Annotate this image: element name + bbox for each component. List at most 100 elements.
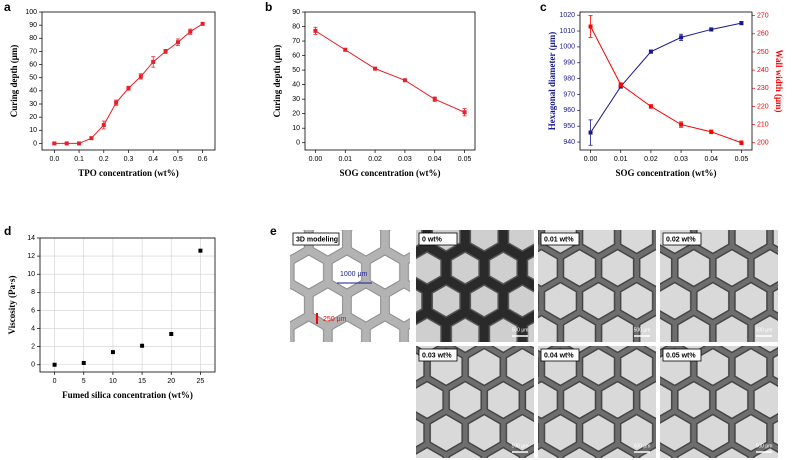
data-point <box>343 47 348 52</box>
micrograph <box>416 230 534 342</box>
data-point <box>679 122 684 127</box>
x-tick-label: 0.03 <box>674 156 688 163</box>
plot-frame <box>41 11 216 151</box>
y2-tick-label: 220 <box>757 103 769 110</box>
x-axis-label: TPO concentration (wt%) <box>78 168 178 178</box>
y-tick-label: 70 <box>292 38 300 45</box>
data-point <box>648 104 653 109</box>
data-point <box>188 29 193 34</box>
y-tick-label: 20 <box>292 111 300 118</box>
y-tick-label: 1010 <box>559 28 575 35</box>
data-point <box>151 59 156 64</box>
y-tick-label: 980 <box>563 75 575 82</box>
x-tick-label: 0.00 <box>309 156 323 163</box>
label-box <box>540 348 580 362</box>
y-tick-label: 40 <box>29 88 37 95</box>
y-tick-label: 30 <box>292 96 300 103</box>
data-point <box>175 40 180 45</box>
data-point <box>81 360 86 365</box>
data-point <box>739 140 744 145</box>
y2-tick-label: 210 <box>757 121 769 128</box>
y-tick-label: 90 <box>29 22 37 29</box>
y-tick-label: 10 <box>292 125 300 132</box>
image-label: 0 wt% <box>422 236 443 243</box>
y-tick-label: 60 <box>292 52 300 59</box>
y2-tick-label: 230 <box>757 85 769 92</box>
y-tick-label: 2 <box>31 343 35 350</box>
data-point <box>709 27 714 32</box>
x-tick-label: 5 <box>82 378 86 385</box>
scale-label: 500 μm <box>634 327 651 333</box>
x-tick-label: 0.6 <box>198 156 208 163</box>
y2-tick-label: 240 <box>757 67 769 74</box>
scale-label: 500 μm <box>756 443 773 449</box>
x-tick-label: 0.04 <box>704 156 718 163</box>
data-point <box>618 82 623 87</box>
x-tick-label: 0.0 <box>49 156 59 163</box>
y-axis-label: Curing depth (μm) <box>9 45 19 118</box>
y-axis-label: Viscosity (Pa·s) <box>7 276 17 335</box>
x-axis-label: SOG concentration (wt%) <box>616 168 717 178</box>
y-tick-label: 30 <box>29 101 37 108</box>
image-label: 0.05 wt% <box>666 352 696 359</box>
x-tick-label: 0.01 <box>338 156 352 163</box>
data-point <box>462 110 467 115</box>
scale-label: 500 μm <box>512 327 529 333</box>
scale-label: 500 μm <box>512 443 529 449</box>
scale-label: 500 μm <box>634 443 651 449</box>
y-tick-label: 950 <box>563 123 575 130</box>
x-tick-label: 0 <box>53 378 57 385</box>
y-tick-label: 0 <box>33 140 37 147</box>
y-tick-label: 0 <box>296 140 300 147</box>
y-tick-label: 8 <box>31 289 35 296</box>
data-point <box>140 343 145 348</box>
data-point <box>169 331 174 336</box>
micrograph <box>660 346 778 458</box>
y-tick-label: 70 <box>29 48 37 55</box>
x-tick-label: 0.1 <box>74 156 84 163</box>
y-tick-label: 940 <box>563 139 575 146</box>
plot-frame <box>39 237 216 373</box>
data-point <box>648 49 653 54</box>
y2-tick-label: 270 <box>757 12 769 19</box>
data-point <box>163 49 168 54</box>
y-tick-label: 50 <box>29 75 37 82</box>
wall-label: 250 μm <box>323 316 347 323</box>
y2-tick-label: 260 <box>757 31 769 38</box>
x-tick-label: 10 <box>109 378 117 385</box>
x-tick-label: 0.4 <box>148 156 158 163</box>
data-point <box>89 136 94 141</box>
label-box <box>292 232 340 246</box>
data-point <box>709 129 714 134</box>
y-tick-label: 50 <box>292 67 300 74</box>
y-tick-label: 1000 <box>559 44 575 51</box>
data-point <box>77 141 82 146</box>
micrograph <box>660 230 778 342</box>
micrograph <box>416 346 534 458</box>
y-axis-label: Hexagonal diameter (μm) <box>547 32 557 130</box>
data-line <box>54 23 203 144</box>
data-point <box>313 28 318 33</box>
y-tick-label: 14 <box>27 235 35 242</box>
data-point <box>588 130 593 135</box>
data-point <box>64 141 69 146</box>
data-point <box>101 123 106 128</box>
diameter-label: 1000 μm <box>340 271 368 278</box>
data-point <box>110 350 115 355</box>
panel-label: a <box>4 0 11 14</box>
y-tick-label: 40 <box>292 81 300 88</box>
data-point <box>588 24 593 29</box>
micrograph <box>538 346 656 458</box>
data-point <box>402 78 407 83</box>
x-tick-label: 0.02 <box>368 156 382 163</box>
panel-label: c <box>540 0 547 14</box>
y-axis-label: Curing depth (μm) <box>272 45 282 118</box>
y-tick-label: 990 <box>563 60 575 67</box>
x-axis-label: Fumed silica concentration (wt%) <box>62 390 193 400</box>
x-tick-label: 0.04 <box>428 156 442 163</box>
panel-label: b <box>265 0 272 14</box>
y-tick-label: 10 <box>29 127 37 134</box>
panel-label: e <box>270 224 277 238</box>
plot-frame <box>579 11 753 151</box>
